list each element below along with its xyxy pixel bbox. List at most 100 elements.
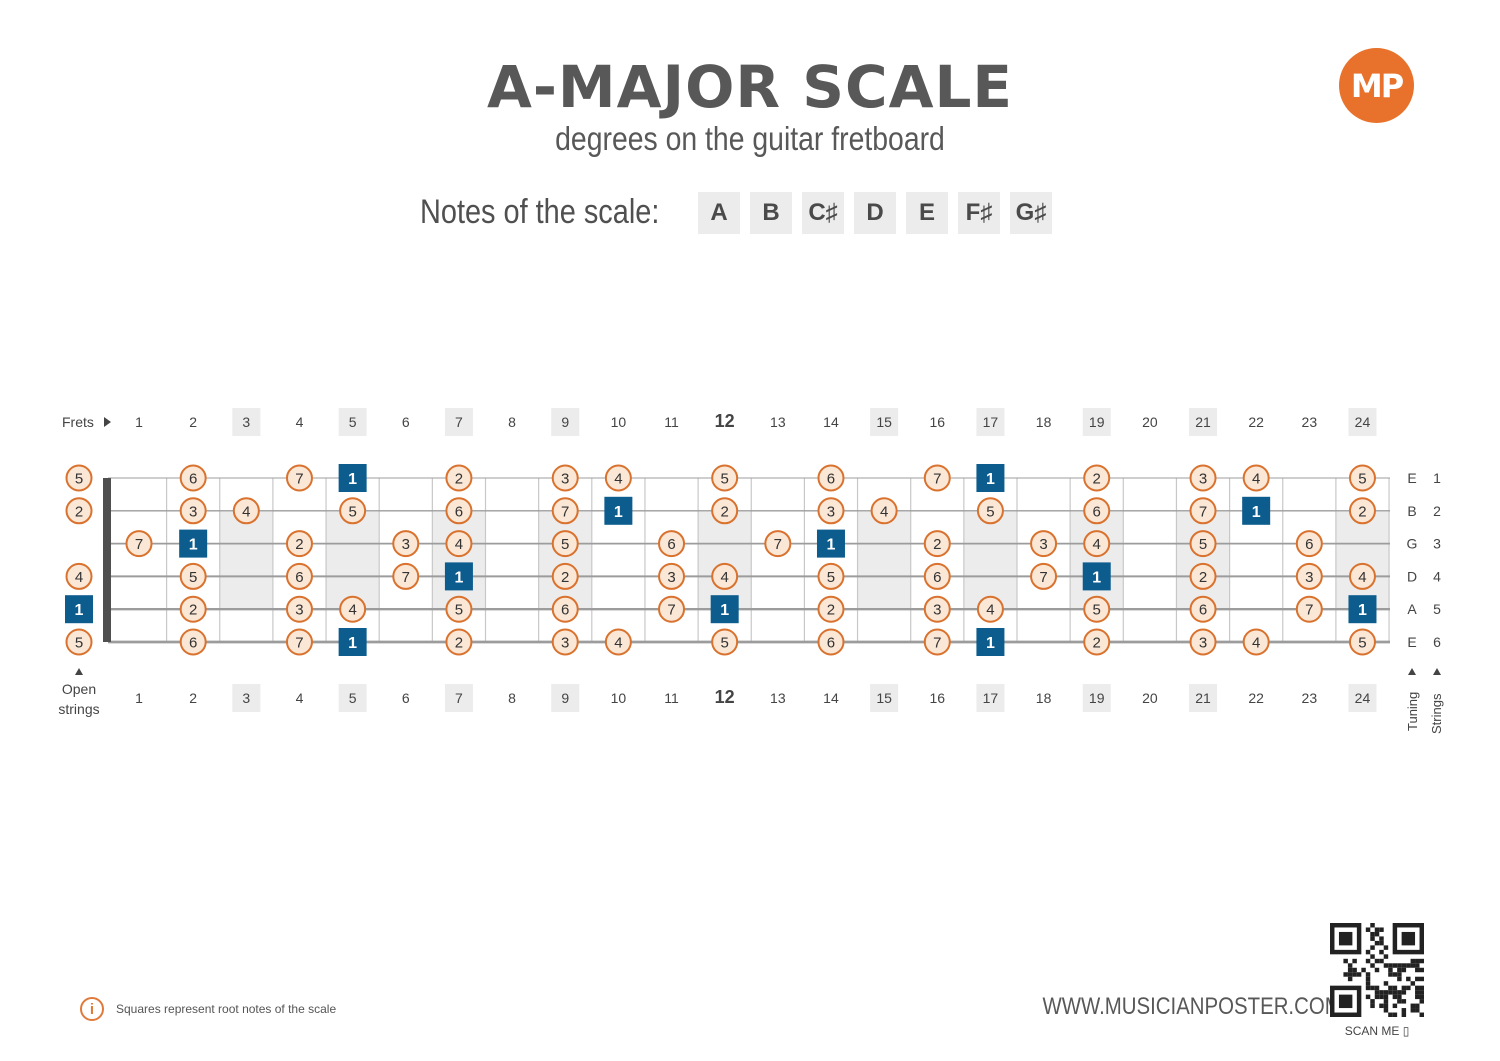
brand-logo[interactable]: MP [1339,48,1414,123]
degree-label: 1 [827,537,836,554]
degree-label: 1 [348,635,357,652]
fret-inlay [538,511,592,609]
fret-number-top: 6 [402,414,410,430]
degree-label: 2 [1093,471,1101,488]
degree-marker [817,562,845,590]
degree-marker [445,497,473,525]
degree-marker [1083,497,1111,525]
degree-label: 3 [561,471,569,488]
website-link[interactable]: WWW.MUSICIANPOSTER.COM [1042,993,1342,1020]
page-subtitle: degrees on the guitar fretboard [555,120,945,157]
scale-note: C♯ [802,192,844,234]
degree-marker [1348,562,1376,590]
fret-number-bottom: 24 [1355,690,1371,706]
degree-marker [179,464,207,492]
fret-number-top: 20 [1142,414,1158,430]
degree-label: 7 [933,471,941,488]
page-title: A-MAJOR SCALE [486,53,1014,121]
degree-label: 7 [135,536,143,553]
fret-number-bottom: 13 [770,690,786,706]
degree-label: 4 [614,471,622,488]
fret-number-top: 17 [983,414,999,430]
degree-label: 5 [721,635,729,652]
fret-number-bottom: 20 [1142,690,1158,706]
degree-label: 2 [189,602,197,619]
fret-number-top: 18 [1036,414,1052,430]
fret-number-top: 19 [1089,414,1105,430]
degree-marker [1295,530,1323,558]
fret-number-bottom: 17 [983,690,999,706]
tuning-label: D [1407,568,1417,584]
degree-label: 3 [1199,471,1207,488]
fret-number-highlight [338,408,367,436]
fret-number-top: 4 [296,414,304,430]
degree-marker [1242,628,1270,656]
degree-label: 6 [827,471,835,488]
degree-label: 1 [986,471,995,488]
degree-label: 4 [986,602,994,619]
degree-marker [551,562,579,590]
degree-marker [339,497,367,525]
open-strings-arrow-icon [75,668,83,675]
degree-marker [1189,530,1217,558]
degree-marker [285,562,313,590]
notes-label: Notes of the scale: [420,193,660,231]
degree-marker [764,530,792,558]
degree-marker [658,530,686,558]
degree-label: 3 [295,602,303,619]
degree-label: 1 [614,504,623,521]
degree-label: 4 [1358,569,1366,586]
degree-label: 1 [454,569,463,586]
degree-marker [1030,530,1058,558]
degree-marker [711,464,739,492]
degree-marker [125,530,153,558]
degree-label: 4 [880,503,888,520]
qr-code-icon[interactable] [1330,923,1424,1017]
fret-number-top: 11 [664,414,679,430]
degree-label: 1 [348,471,357,488]
fret-number-top: 23 [1302,414,1318,430]
degree-label: 7 [1305,602,1313,619]
fret-inlay [219,511,273,609]
degree-marker [711,562,739,590]
scan-me-label: SCAN ME ▯ [1344,1024,1410,1038]
scale-notes-list: A B C♯ D E F♯ G♯ [698,192,1052,234]
degree-marker [976,497,1004,525]
degree-label: 2 [455,471,463,488]
degree-label: 5 [721,471,729,488]
degree-label: 4 [721,569,729,586]
degree-label: 5 [986,503,994,520]
fret-inlay [1070,511,1124,609]
degree-marker [604,464,632,492]
fret-number-highlight [232,408,261,436]
tuning-arrow-icon [1408,668,1416,675]
degree-label: 5 [1358,635,1366,652]
degree-label: 5 [1093,602,1101,619]
degree-label: 4 [242,503,250,520]
degree-marker [923,595,951,623]
fret-inlay [698,511,752,609]
fret-inlay [1335,511,1390,609]
fret-number-highlight [1082,684,1111,712]
fret-number-highlight [1348,684,1377,712]
degree-label: 2 [721,503,729,520]
degree-label: 6 [667,536,675,553]
fret-number-top: 24 [1355,414,1371,430]
fret-number-bottom: 15 [876,690,892,706]
degree-label: 3 [189,503,197,520]
degree-label: 6 [1199,602,1207,619]
degree-marker [232,497,260,525]
fret-number-bottom: 7 [455,690,463,706]
degree-label: 2 [295,536,303,553]
scale-note: A [698,192,740,234]
degree-marker [604,628,632,656]
frets-label: Frets [62,414,94,430]
fret-number-highlight [551,408,580,436]
tuning-label: E [1407,470,1416,486]
degree-label: 7 [1199,503,1207,520]
string-number: 3 [1433,536,1441,552]
fret-number-highlight [976,408,1005,436]
degree-label: 7 [774,536,782,553]
degree-marker [1348,497,1376,525]
degree-label: 2 [455,635,463,652]
